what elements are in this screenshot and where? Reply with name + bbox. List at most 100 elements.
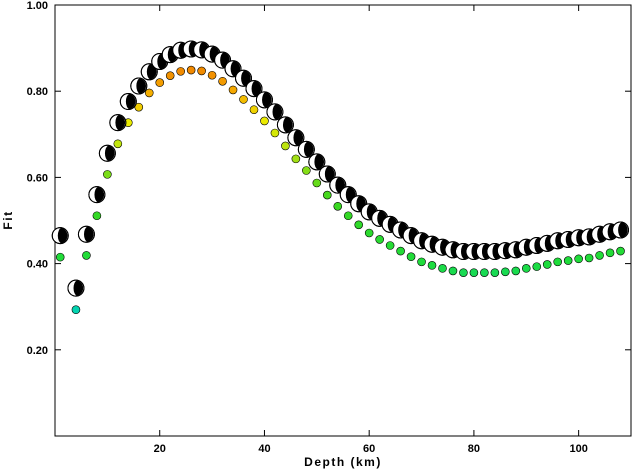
x-axis-title: Depth (km) [304, 455, 382, 469]
fit-dot [82, 251, 91, 260]
fit-dot [134, 102, 144, 112]
beachball-rim [109, 114, 127, 132]
y-tick-label: 1.00 [27, 0, 48, 12]
focal-mechanism-marker [276, 116, 294, 134]
fit-dot [532, 262, 542, 271]
focal-mechanism-marker [119, 93, 137, 111]
beachball-compressional-quadrant [251, 80, 262, 97]
beachball-rim [339, 186, 357, 204]
fit-dot [249, 105, 259, 115]
focal-mechanism-marker [98, 144, 116, 162]
fit-dot [92, 211, 102, 221]
focal-mechanism-marker [245, 80, 263, 98]
beachball-rim [318, 165, 336, 183]
fit-dot [427, 261, 437, 270]
beachball-rim [276, 116, 294, 134]
fit-dot [322, 190, 332, 200]
beachball-compressional-quadrant [115, 114, 126, 131]
y-tick-label: 0.20 [27, 345, 48, 357]
beachball-compressional-quadrant [241, 70, 251, 87]
x-tick-label: 60 [363, 443, 375, 455]
beachball-rim [287, 129, 305, 147]
fit-dot [417, 257, 426, 267]
focal-mechanism-marker [130, 77, 148, 95]
fit-dot [186, 65, 196, 75]
x-tick-label: 80 [468, 443, 480, 455]
fit-dot [71, 305, 81, 315]
focal-mechanism-marker [308, 153, 326, 171]
fit-dot [103, 170, 112, 179]
focal-mechanism-marker [77, 225, 95, 243]
beachball-compressional-quadrant [272, 104, 283, 120]
fit-dot [333, 201, 343, 211]
beachball-compressional-quadrant [282, 117, 293, 133]
beachball-compressional-quadrant [303, 141, 314, 158]
beachball-compressional-quadrant [83, 226, 94, 243]
beachball-rim [224, 60, 242, 78]
beachball-compressional-quadrant [94, 186, 105, 203]
beachball-compressional-quadrant [324, 166, 335, 182]
fit-dot [375, 235, 384, 244]
focal-mechanism-marker [67, 279, 85, 297]
fit-dot [616, 246, 625, 256]
beachball-rim [140, 63, 158, 81]
fit-dot [595, 251, 604, 260]
beachball-rim [130, 77, 148, 95]
beachball-rim [245, 80, 263, 98]
fit-dot [385, 241, 395, 250]
fit-dot [459, 268, 468, 277]
beachball-compressional-quadrant [125, 93, 136, 110]
fit-dot [490, 268, 500, 277]
beachball-compressional-quadrant [314, 154, 325, 170]
beachball-rim [88, 186, 106, 204]
beachball-rim [67, 279, 85, 297]
beachball-rim [235, 69, 253, 87]
focal-mechanism-series [51, 40, 630, 297]
fit-dot [574, 254, 583, 264]
y-axis-title: Fit [1, 210, 15, 229]
beachball-compressional-quadrant [57, 227, 68, 244]
fit-dot [511, 266, 521, 276]
fit-dot [584, 253, 594, 263]
beachball-rim [612, 221, 630, 239]
beachball-compressional-quadrant [293, 129, 304, 146]
fit-dot [270, 128, 280, 138]
fit-dot [312, 178, 322, 188]
beachball-rim [297, 140, 315, 158]
beachball-rim [77, 225, 95, 243]
fit-dot [501, 267, 510, 277]
fit-dot [239, 95, 248, 104]
fit-dot [396, 246, 405, 256]
x-tick-label: 40 [258, 443, 270, 455]
x-tick-label: 20 [154, 443, 166, 455]
fit-dot [144, 88, 154, 98]
fit-dot [291, 154, 301, 164]
beachball-rim [255, 91, 273, 109]
beachball-compressional-quadrant [146, 64, 157, 80]
plot-frame [54, 4, 632, 437]
fit-dot [260, 116, 269, 126]
focal-mechanism-marker [287, 129, 305, 147]
beachball-rim [308, 153, 326, 171]
fit-dot [55, 252, 65, 262]
x-axis: 20 40 60 80 100 [154, 5, 588, 455]
beachball-rim [119, 93, 137, 111]
focal-mechanism-marker [297, 140, 315, 158]
fit-dot [438, 264, 447, 273]
beachball-rim [214, 51, 232, 69]
fit-dot [521, 264, 531, 273]
fit-dot [113, 139, 123, 149]
focal-mechanism-marker [235, 69, 253, 87]
fit-dot [165, 71, 175, 80]
beachball-rim [329, 176, 347, 194]
fit-dot [354, 220, 364, 230]
focal-mechanism-marker [318, 165, 336, 183]
fit-dot [364, 228, 374, 238]
fit-dot [605, 248, 615, 258]
fit-dot [448, 266, 458, 276]
fit-dot [302, 166, 311, 175]
fit-dot [469, 268, 479, 277]
beachball-rim [51, 227, 69, 245]
